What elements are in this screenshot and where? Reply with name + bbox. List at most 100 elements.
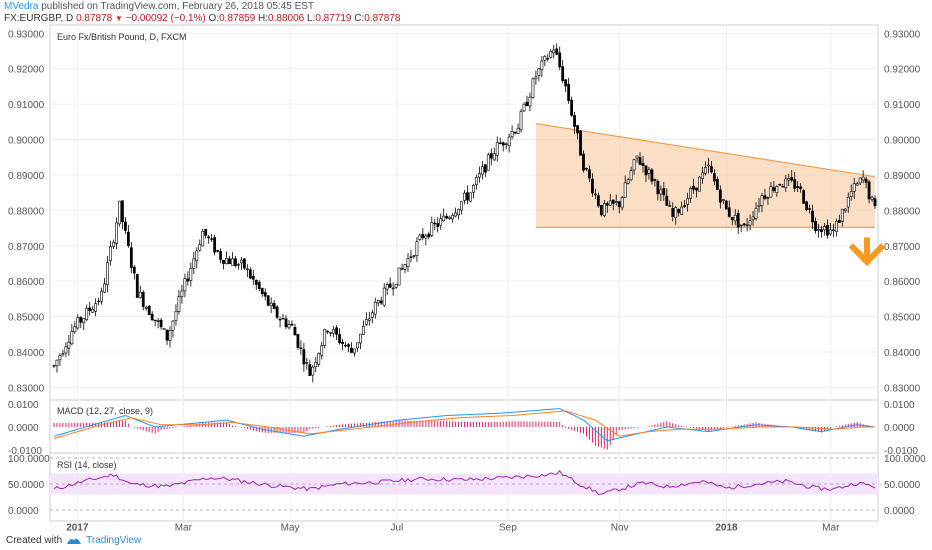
candle-body xyxy=(707,164,710,167)
candle-body xyxy=(118,200,121,225)
candle-body xyxy=(763,195,767,199)
triangle-resistance-line xyxy=(535,123,876,178)
candle-body xyxy=(543,56,547,61)
x-tick-label: May xyxy=(281,522,300,533)
candle-body xyxy=(611,199,615,204)
candle-body xyxy=(552,49,556,54)
candle-body xyxy=(653,179,657,181)
candle-body xyxy=(873,198,877,207)
candle-body xyxy=(326,330,330,333)
candle-body xyxy=(210,238,214,240)
candle-body xyxy=(424,235,428,239)
candle-body xyxy=(225,258,228,265)
candle-body xyxy=(864,178,868,183)
y-tick-label-left: 0.85000 xyxy=(8,313,45,324)
macd-tick-label-right: 0.0100 xyxy=(884,400,915,411)
candle-body xyxy=(135,274,139,298)
y-tick-label-left: 0.93000 xyxy=(8,29,45,40)
candle-body xyxy=(629,170,633,181)
candle-body xyxy=(367,318,371,321)
candle-body xyxy=(361,326,365,335)
candle-body xyxy=(727,207,731,217)
candle-body xyxy=(472,185,475,193)
candle-body xyxy=(64,346,68,354)
candle-body xyxy=(248,269,252,279)
close-value: 0.87878 xyxy=(364,13,401,24)
candle-body xyxy=(647,169,651,174)
candle-body xyxy=(231,258,234,266)
candle-body xyxy=(861,176,865,181)
candle-body xyxy=(272,303,276,309)
candle-body xyxy=(730,217,734,221)
candle-body xyxy=(790,177,794,181)
y-tick-label-right: 0.89000 xyxy=(884,171,921,182)
candle-body xyxy=(356,342,359,349)
candle-body xyxy=(846,196,850,208)
candle-body xyxy=(837,220,841,223)
candle-body xyxy=(567,83,571,101)
chart-title: Euro Fx/British Pound, D, FXCM xyxy=(57,32,187,42)
breakdown-arrow-icon xyxy=(848,243,886,267)
x-tick-label: 2018 xyxy=(715,522,738,533)
candle-body xyxy=(240,259,243,264)
candle-body xyxy=(141,292,145,307)
x-tick-label: 2017 xyxy=(66,522,89,533)
last-price: 0.87878 xyxy=(76,13,113,24)
candle-body xyxy=(793,179,797,189)
candle-body xyxy=(150,313,154,321)
candle-body xyxy=(296,334,300,348)
tradingview-brand[interactable]: TradingView xyxy=(86,535,142,546)
candle-body xyxy=(269,302,273,307)
candle-body xyxy=(421,234,425,238)
candle-body xyxy=(829,229,832,235)
candle-body xyxy=(579,130,582,156)
candle-body xyxy=(671,208,675,217)
candle-body xyxy=(692,185,695,190)
candle-body xyxy=(177,296,181,312)
candle-body xyxy=(650,169,654,182)
candle-body xyxy=(546,58,550,60)
macd-tick-label-right: -0.0100 xyxy=(884,446,918,457)
candle-body xyxy=(266,295,270,306)
candle-body xyxy=(588,169,591,179)
candle-body xyxy=(228,258,231,265)
candle-body xyxy=(608,200,612,206)
candle-body xyxy=(323,329,327,346)
y-tick-label-right: 0.91000 xyxy=(884,100,921,111)
candle-body xyxy=(641,163,645,166)
high-value: 0.88006 xyxy=(268,13,305,24)
candle-body xyxy=(599,205,603,216)
candle-body xyxy=(582,153,585,171)
macd-line xyxy=(53,408,876,442)
candle-body xyxy=(400,268,404,270)
published-text: published on TradingView.com, February 2… xyxy=(41,1,315,12)
candle-body xyxy=(748,220,752,226)
y-tick-label-right: 0.84000 xyxy=(884,348,921,359)
candle-body xyxy=(644,165,648,176)
candle-body xyxy=(201,230,205,247)
candle-body xyxy=(347,344,350,347)
candle-body xyxy=(58,355,62,361)
symbol-label: FX:EURGBP, D xyxy=(4,13,74,24)
macd-tick-label-right: 0.0000 xyxy=(884,423,915,434)
rsi-tick-label-left: 100.0000 xyxy=(8,454,50,465)
candle-body xyxy=(469,192,472,202)
candle-body xyxy=(260,288,264,295)
candle-body xyxy=(123,221,127,231)
candle-body xyxy=(358,333,362,344)
candle-body xyxy=(614,201,618,204)
author-link[interactable]: MVedra xyxy=(4,1,39,12)
candle-body xyxy=(739,224,743,227)
publish-info: MVedra published on TradingView.com, Feb… xyxy=(4,1,314,12)
candle-body xyxy=(257,282,261,289)
candle-body xyxy=(817,229,820,231)
candle-body xyxy=(207,236,211,239)
candle-body xyxy=(287,324,291,329)
candle-body xyxy=(852,183,856,192)
candle-body xyxy=(537,68,541,76)
candle-body xyxy=(519,111,523,130)
candle-body xyxy=(477,173,481,178)
candle-body xyxy=(138,291,142,298)
candle-body xyxy=(61,353,65,356)
